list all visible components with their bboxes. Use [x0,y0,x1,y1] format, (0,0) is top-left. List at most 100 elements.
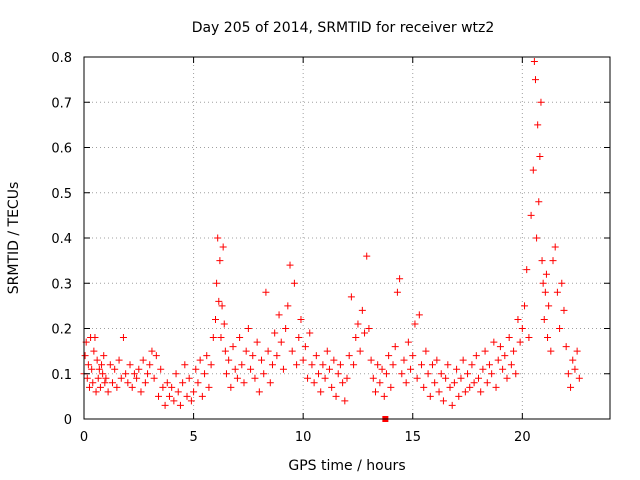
points-layer [80,58,583,422]
x-tick-label: 10 [295,430,312,445]
data-point [411,320,419,328]
data-point [98,361,106,369]
data-point [369,374,377,382]
data-point [558,279,566,287]
data-point [179,379,187,387]
y-axis-label: SRMTID / TECUs [6,182,22,295]
data-point [94,374,102,382]
data-point [457,374,465,382]
data-point [538,257,546,265]
data-point [479,365,487,373]
data-point [258,356,266,364]
data-point [481,347,489,355]
data-point [376,379,384,387]
data-point [391,343,399,351]
data-point [203,352,211,360]
data-point [122,370,130,378]
data-point [499,365,507,373]
data-point [347,293,355,301]
data-point [253,338,261,346]
data-point [209,334,217,342]
y-tick-label: 0.4 [51,232,72,247]
data-point [282,325,290,332]
data-point [496,343,504,351]
data-point [295,334,303,342]
data-point [536,153,544,161]
data-point [537,98,545,106]
data-point [264,347,272,355]
data-point [205,383,213,391]
data-point [220,320,228,328]
data-point [424,370,432,378]
data-point [422,347,430,355]
data-point [334,370,342,378]
data-point [152,352,160,360]
grid-layer [84,57,610,419]
data-point [567,383,575,391]
data-point [361,329,369,337]
data-point [192,365,200,373]
data-point [393,288,401,296]
data-point [251,374,259,382]
data-point [176,401,184,409]
data-point [159,383,167,391]
data-point [317,388,325,396]
data-point [108,379,116,387]
data-point [396,275,404,283]
data-point [113,383,121,391]
data-point [534,121,542,129]
data-point [341,397,349,405]
data-point [135,365,143,373]
data-point [277,338,285,346]
data-point [418,361,426,369]
data-point [124,379,132,387]
data-point [518,325,526,332]
data-point [413,374,421,382]
data-point [573,347,581,355]
data-point [350,361,358,369]
data-point [541,288,549,296]
x-tick-label: 20 [514,430,531,445]
data-point [119,334,127,342]
data-point [492,383,500,391]
data-point [415,311,423,319]
data-point [444,361,452,369]
data-point [117,374,125,382]
data-point [170,397,178,405]
data-point [483,379,491,387]
data-point [255,388,263,396]
data-point [194,379,202,387]
data-point [488,370,496,378]
data-point [562,343,570,351]
data-point [96,383,104,391]
data-point [174,388,182,396]
data-point [196,356,204,364]
data-point [233,374,241,382]
data-point [382,370,390,378]
data-point [549,257,557,265]
data-point [553,288,561,296]
data-point [336,361,344,369]
data-point [547,347,555,355]
data-point [446,383,454,391]
data-point [501,352,509,360]
data-point [126,361,134,369]
data-point [330,356,338,364]
data-point [431,379,439,387]
data-point [398,370,406,378]
data-point [85,383,93,391]
data-point [439,397,447,405]
data-point [137,388,145,396]
y-tick-label: 0.3 [51,277,72,292]
data-point [81,352,89,360]
y-tick-label: 0.6 [51,142,72,157]
data-point [297,315,305,323]
data-point [494,356,502,364]
data-point [420,383,428,391]
data-point [141,379,149,387]
ticks-layer: 0 0.1 0.2 0.3 0.4 0.5 0.6 0.7 0.8 0 5 10 15 20 [51,51,610,445]
data-point [99,370,107,378]
data-point [213,279,221,287]
data-point [404,338,412,346]
data-point [472,352,480,360]
